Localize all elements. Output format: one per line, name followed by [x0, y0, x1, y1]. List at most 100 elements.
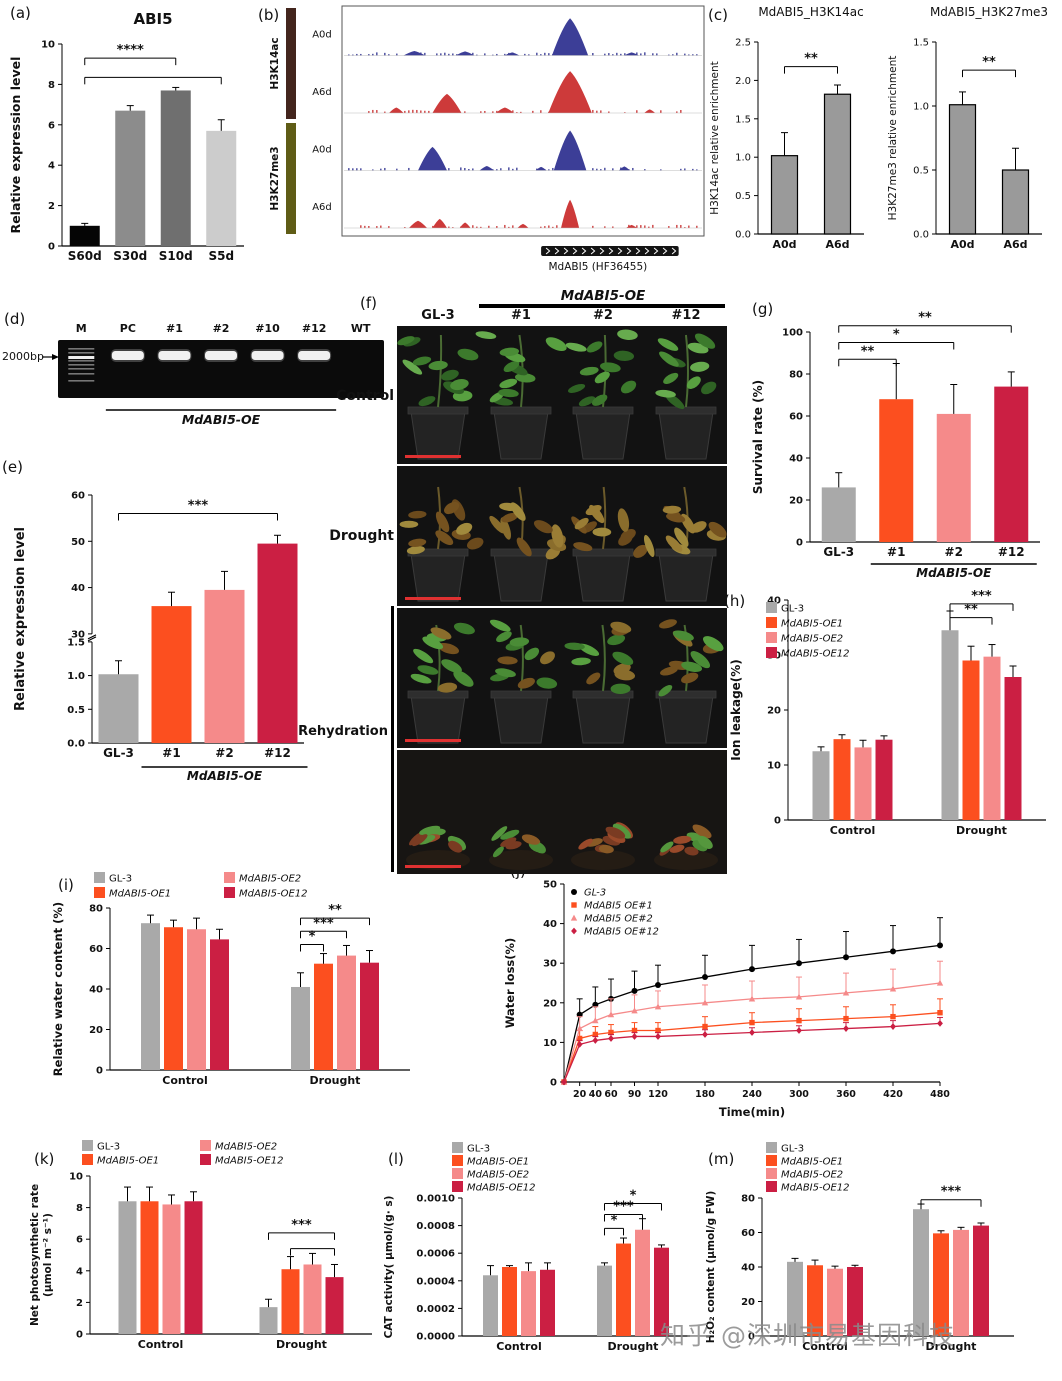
- svg-text:2.5: 2.5: [735, 38, 751, 49]
- chart-svg: 0.0 0.5 1.0 1.5 H3K27me3 relative enrichment…: [887, 5, 1048, 251]
- gel-svg: M PC #1 #2 #10 #12 WT 2000bp MdABI5-OE: [2, 322, 384, 427]
- svg-text:MdABI5_H3K27me3: MdABI5_H3K27me3: [930, 5, 1048, 19]
- svg-text:MdABI5-OE12: MdABI5-OE12: [781, 649, 850, 660]
- svg-text:Drought: Drought: [608, 1340, 659, 1353]
- svg-text:GL-3: GL-3: [823, 545, 854, 559]
- svg-text:0.0004: 0.0004: [416, 1276, 455, 1287]
- panel-label-k: (k): [34, 1150, 55, 1168]
- svg-text:40: 40: [543, 919, 557, 930]
- svg-text:Net photosynthetic rate: Net photosynthetic rate: [29, 1184, 41, 1326]
- svg-text:Drought: Drought: [310, 1074, 361, 1087]
- chart-svg: 0 20 40 60 80 H₂O₂ content (μmol/g FW) Control…: [705, 1142, 1014, 1353]
- svg-text:6: 6: [76, 1235, 83, 1246]
- svg-text:H3K27me3: H3K27me3: [269, 146, 281, 210]
- svg-text:CAT activity( μmol/(g· s): CAT activity( μmol/(g· s): [383, 1196, 395, 1339]
- svg-text:40: 40: [767, 596, 781, 607]
- svg-text:300: 300: [789, 1089, 809, 1100]
- svg-text:4: 4: [48, 161, 55, 172]
- svg-text:GL-3: GL-3: [781, 604, 804, 615]
- svg-text:MdABI5-OE: MdABI5-OE: [182, 412, 261, 427]
- svg-text:8: 8: [48, 80, 55, 91]
- svg-text:Survival rate (%): Survival rate (%): [751, 380, 765, 494]
- panel-label-i: (i): [58, 876, 74, 894]
- chipseq-tracks-panel: H3K14ac A0d A6d H3K27me3 A0d A6d MdABI5 (HF364…: [256, 0, 706, 290]
- svg-text:A0d: A0d: [950, 238, 974, 251]
- svg-text:Control: Control: [138, 1338, 183, 1351]
- svg-text:Drought: Drought: [956, 824, 1007, 837]
- svg-text:20: 20: [789, 496, 803, 507]
- svg-text:420: 420: [883, 1089, 903, 1100]
- svg-text:(μmol m⁻² s⁻¹): (μmol m⁻² s⁻¹): [42, 1213, 54, 1297]
- svg-text:MdABI5 OE#1: MdABI5 OE#1: [584, 901, 653, 912]
- svg-text:MdABI5-OE1: MdABI5-OE1: [781, 619, 843, 630]
- svg-text:40: 40: [589, 1089, 603, 1100]
- svg-text:2: 2: [76, 1298, 83, 1309]
- svg-text:A6d: A6d: [825, 238, 849, 251]
- svg-text:M: M: [76, 322, 87, 335]
- svg-text:WT: WT: [351, 322, 371, 335]
- panel-label-a: (a): [10, 4, 31, 22]
- svg-text:MdABI5-OE2: MdABI5-OE2: [781, 634, 843, 645]
- svg-text:S5d: S5d: [208, 249, 234, 263]
- chart-svg: 010203040Ion leakage(%)ControlDrought***…: [729, 589, 1046, 837]
- rehydration-bracket: [391, 606, 394, 872]
- photo-col-1: #1: [511, 308, 531, 323]
- svg-text:0.0: 0.0: [913, 230, 929, 241]
- svg-text:50: 50: [543, 880, 557, 891]
- svg-text:40: 40: [741, 1263, 755, 1274]
- svg-text:**: **: [964, 603, 978, 618]
- svg-text:#1: #1: [166, 322, 183, 335]
- svg-text:****: ****: [117, 43, 144, 58]
- svg-text:S10d: S10d: [159, 249, 193, 263]
- oe-header-bar: [479, 304, 725, 308]
- svg-text:20: 20: [543, 998, 557, 1009]
- svg-text:MdABI5-OE: MdABI5-OE: [916, 566, 992, 580]
- photos-svg: [397, 326, 727, 874]
- svg-text:0: 0: [550, 1078, 557, 1089]
- svg-text:**: **: [982, 55, 996, 70]
- svg-text:MdABI5-OE2: MdABI5-OE2: [239, 874, 301, 885]
- svg-text:0.5: 0.5: [913, 166, 929, 177]
- svg-text:ABI5: ABI5: [133, 10, 172, 28]
- chart-svg: 0 2 4 6 8 10 Relative expression level ABI5 S60d…: [8, 10, 244, 263]
- svg-text:50: 50: [71, 537, 85, 548]
- svg-text:80: 80: [789, 370, 803, 381]
- chart-cat-activity: 0.0000 0.0002 0.0004 0.0006 0.0008 0.0010 CAT …: [382, 1140, 716, 1381]
- svg-text:Drought: Drought: [926, 1340, 977, 1353]
- svg-text:30: 30: [543, 959, 557, 970]
- svg-text:10: 10: [41, 40, 55, 51]
- svg-text:2000bp: 2000bp: [2, 350, 44, 363]
- chart-oe-expression: 0.0 0.5 1.0 1.5 30 40 50 60 Relative expression …: [8, 455, 338, 805]
- svg-text:360: 360: [836, 1089, 856, 1100]
- svg-text:MdABI5-OE: MdABI5-OE: [187, 769, 263, 783]
- svg-text:MdABI5-OE12: MdABI5-OE12: [781, 1183, 850, 1194]
- svg-text:Ion leakage(%): Ion leakage(%): [729, 659, 743, 761]
- svg-text:Control: Control: [830, 824, 875, 837]
- svg-text:60: 60: [741, 1228, 755, 1239]
- svg-text:Drought: Drought: [276, 1338, 327, 1351]
- panel-label-h: (h): [724, 592, 746, 610]
- svg-text:A0d: A0d: [312, 30, 332, 41]
- svg-text:0.0006: 0.0006: [416, 1249, 455, 1260]
- svg-text:Control: Control: [496, 1340, 541, 1353]
- svg-text:S30d: S30d: [113, 249, 147, 263]
- panel-label-m: (m): [708, 1150, 735, 1168]
- svg-text:60: 60: [604, 1089, 618, 1100]
- row-label-drought: Drought: [329, 528, 394, 544]
- svg-text:#12: #12: [264, 746, 291, 760]
- svg-text:1.0: 1.0: [67, 671, 85, 682]
- svg-text:180: 180: [695, 1089, 715, 1100]
- photo-col-2: #2: [593, 308, 613, 323]
- svg-text:GL-3: GL-3: [109, 874, 132, 885]
- svg-text:PC: PC: [120, 322, 136, 335]
- watermark: 知乎 @深圳市易基因科技: [660, 1321, 955, 1350]
- svg-text:90: 90: [628, 1089, 642, 1100]
- svg-text:MdABI5-OE1: MdABI5-OE1: [467, 1157, 529, 1168]
- chart-svg: 0.0 0.5 1.0 1.530 40 50 60 Relative expression …: [13, 491, 308, 783]
- panel-label-b: (b): [258, 6, 280, 24]
- svg-text:#12: #12: [998, 545, 1025, 559]
- svg-text:#1: #1: [887, 545, 905, 559]
- svg-text:8: 8: [76, 1203, 83, 1214]
- svg-text:Relative water content (%): Relative water content (%): [51, 902, 65, 1076]
